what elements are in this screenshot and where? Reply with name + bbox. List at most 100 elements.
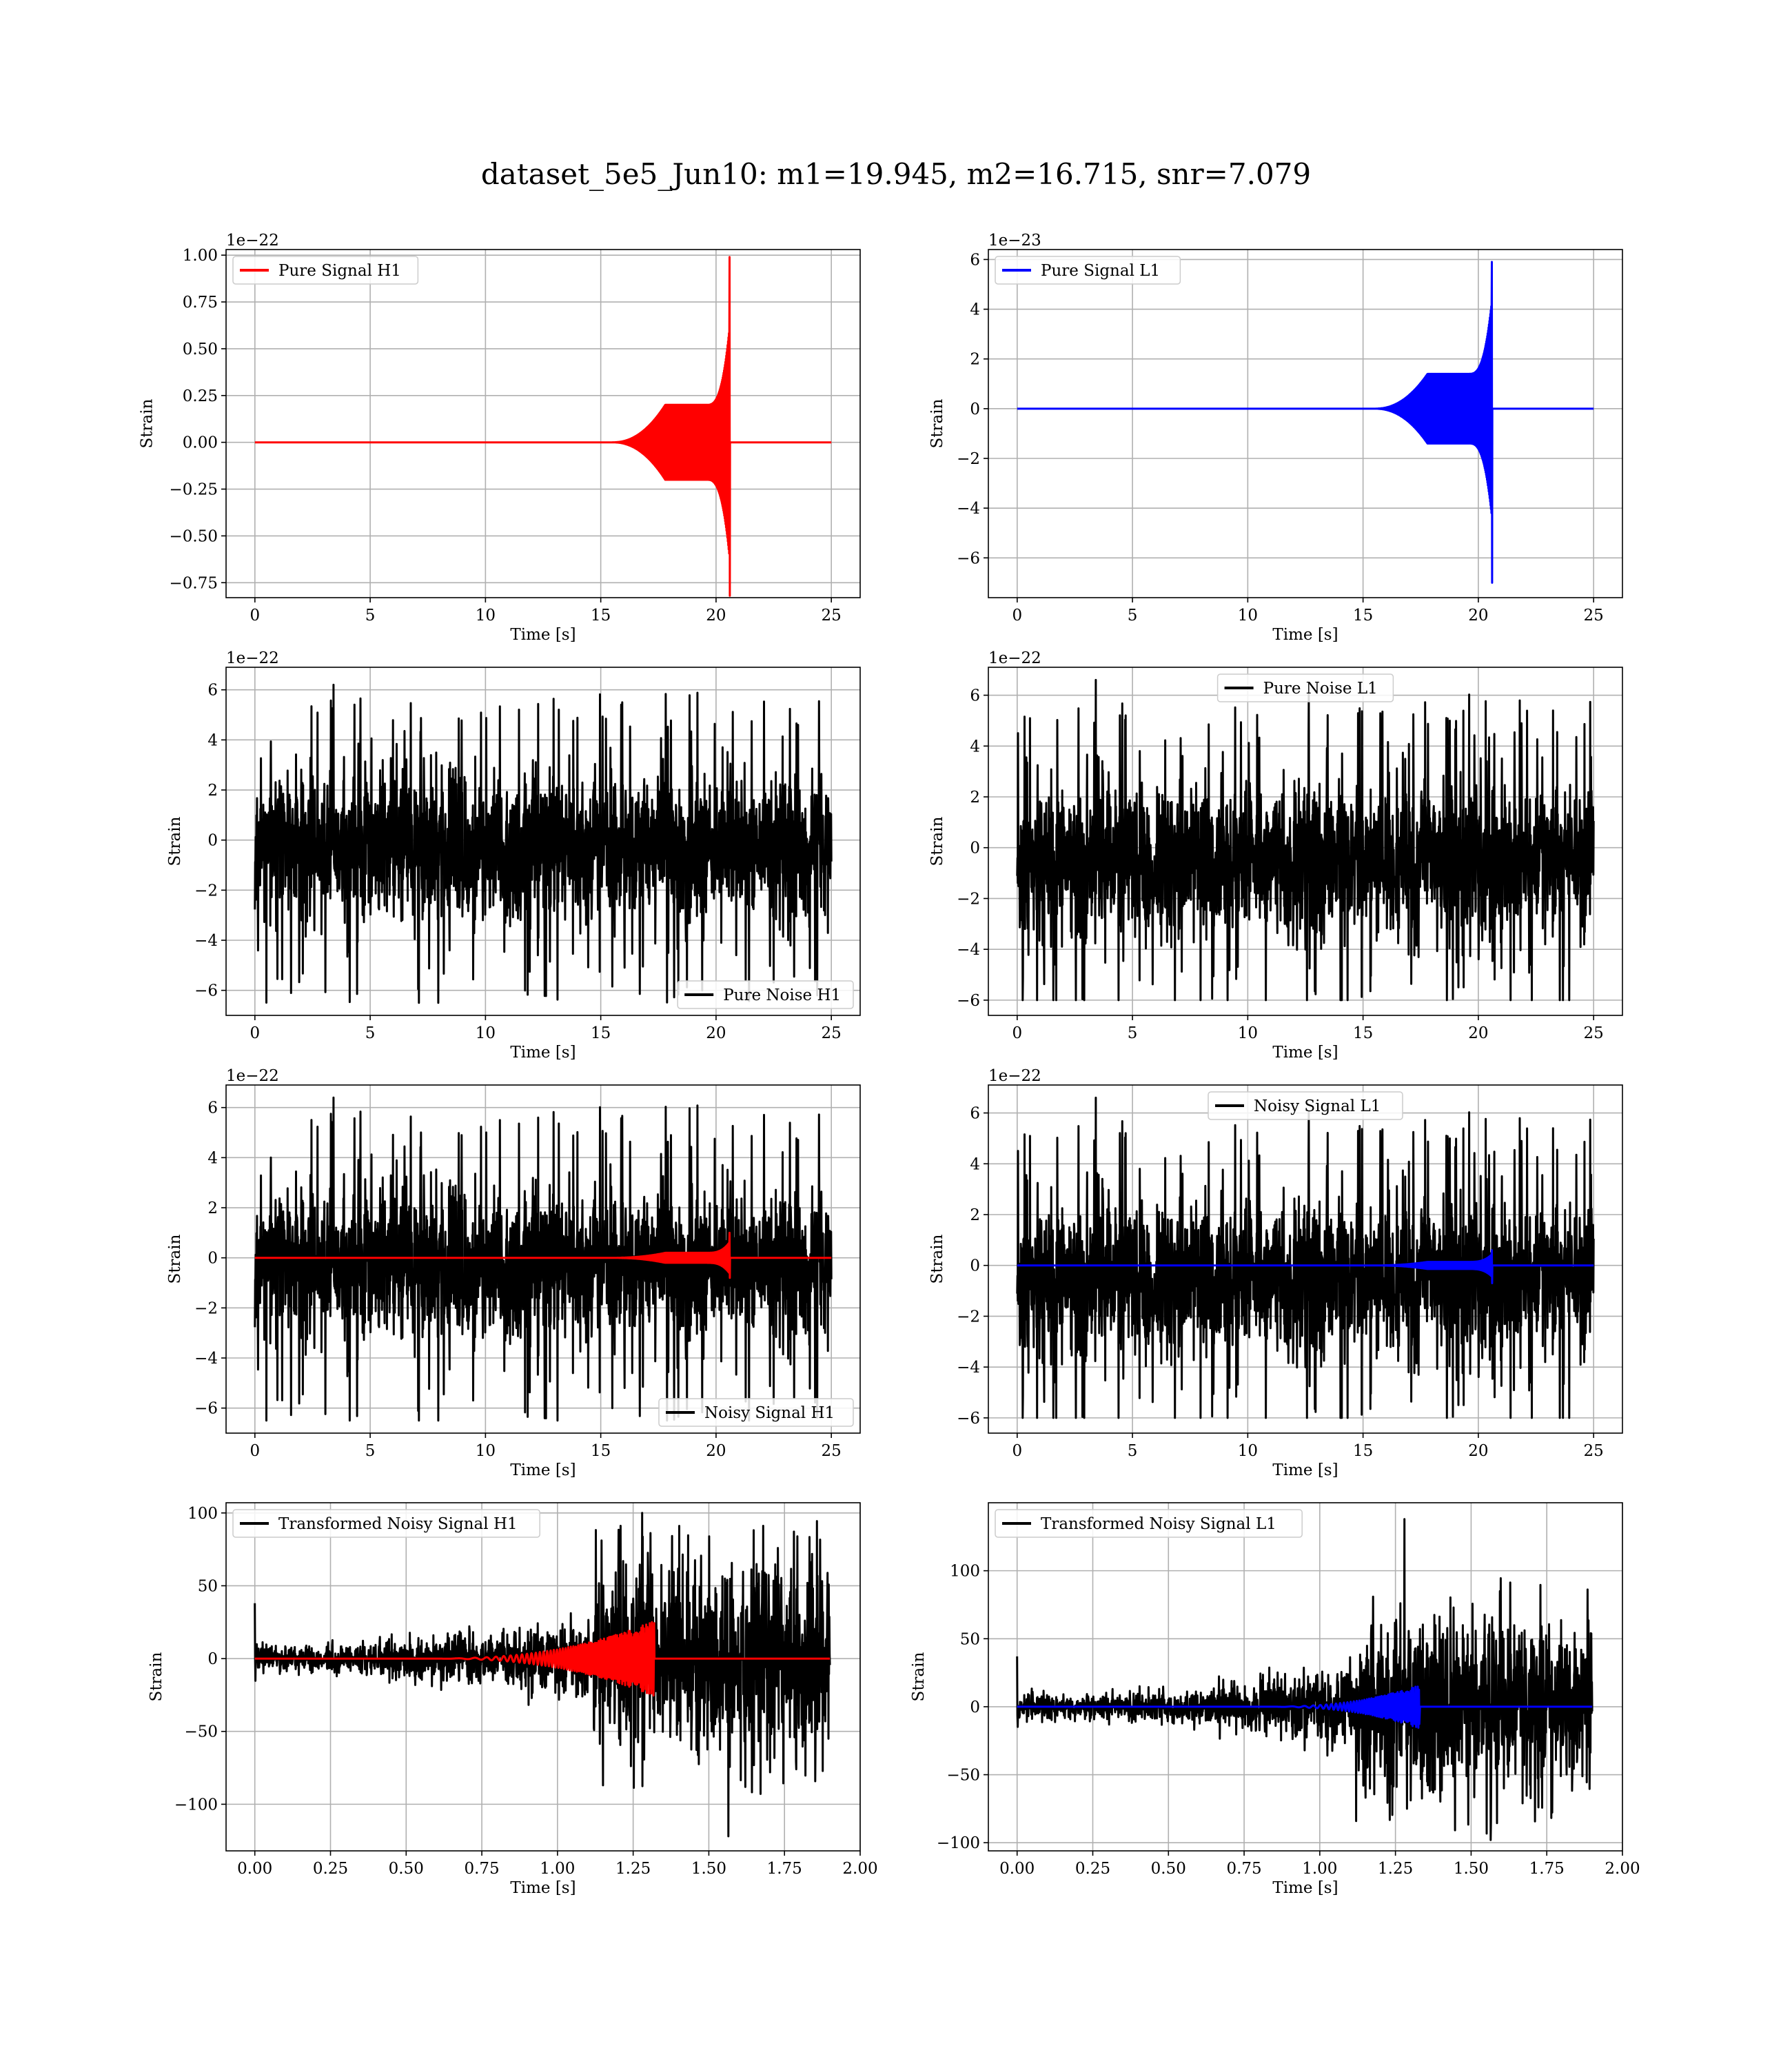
x-tick-label: 0 [1012, 1024, 1022, 1042]
chart-pure-signal-h1: 0 5 10 15 20 25 −0.75 −0.50 −0.25 0.00 0.25 0.50 0.7… [139, 232, 861, 644]
y-tick-label: 50 [960, 1630, 980, 1648]
y-tick-label: 0.50 [183, 341, 218, 358]
y-axis-label: Strain [147, 1652, 165, 1701]
x-tick-label: 25 [1584, 1024, 1604, 1042]
y-tick-label: 2 [970, 789, 980, 807]
legend-label: Pure Signal H1 [278, 262, 401, 280]
legend-label: Pure Noise L1 [1263, 680, 1378, 698]
series-line-1 [1016, 1685, 1594, 1729]
x-tick-label: 0.00 [237, 1860, 272, 1878]
y-tick-label: −50 [184, 1723, 218, 1741]
figure-title: dataset_5e5_Jun10: m1=19.945, m2=16.715,… [480, 157, 1312, 191]
x-tick-label: 1.25 [615, 1860, 651, 1878]
y-tick-label: −100 [937, 1834, 980, 1852]
x-tick-label: 0.50 [1151, 1860, 1186, 1878]
x-tick-label: 0.75 [464, 1860, 499, 1878]
y-tick-label: −4 [194, 1350, 218, 1368]
x-tick-label: 15 [591, 607, 611, 625]
legend: Noisy Signal H1 [658, 1398, 854, 1427]
y-tick-label: −100 [174, 1796, 218, 1814]
x-tick-label: 5 [1128, 1442, 1138, 1460]
offset-text: 1e−22 [988, 1067, 1041, 1085]
x-tick-label: 1.25 [1378, 1860, 1413, 1878]
x-tick-label: 20 [706, 1442, 726, 1460]
y-axis-label: Strain [139, 398, 156, 448]
series-line-0 [254, 256, 833, 597]
x-tick-label: 0 [1012, 1442, 1022, 1460]
y-tick-label: 100 [950, 1563, 980, 1581]
x-tick-label: 1.00 [540, 1860, 575, 1878]
y-tick-label: 2 [970, 1206, 980, 1224]
x-tick-label: 1.50 [1454, 1860, 1489, 1878]
y-tick-label: 50 [198, 1577, 218, 1595]
x-tick-label: 15 [591, 1024, 611, 1042]
x-tick-label: 1.00 [1302, 1860, 1337, 1878]
x-axis-label: Time [s] [1272, 1879, 1338, 1897]
y-axis-label: Strain [928, 1234, 946, 1284]
legend-label: Transformed Noisy Signal L1 [1041, 1515, 1276, 1533]
x-tick-label: 10 [476, 607, 496, 625]
legend-box [232, 256, 419, 285]
x-tick-label: 10 [1238, 1442, 1258, 1460]
series-line-0 [1016, 678, 1595, 1002]
series-line-0 [1016, 1518, 1594, 1841]
x-tick-label: 1.50 [691, 1860, 726, 1878]
legend-box [232, 1509, 540, 1538]
y-tick-label: 0 [207, 832, 218, 850]
legend-box [658, 1398, 854, 1427]
x-tick-label: 5 [365, 1442, 376, 1460]
x-axis-label: Time [s] [510, 1461, 576, 1479]
legend: Noisy Signal L1 [1208, 1091, 1403, 1120]
legend: Transformed Noisy Signal L1 [995, 1509, 1303, 1538]
x-tick-label: 1.75 [1529, 1860, 1565, 1878]
legend-label: Noisy Signal H1 [704, 1404, 835, 1422]
x-tick-label: 0 [250, 1024, 260, 1042]
y-tick-label: −6 [957, 992, 980, 1010]
plot-area [254, 256, 833, 597]
y-tick-label: 4 [207, 731, 218, 749]
y-tick-label: 0 [970, 1699, 980, 1716]
y-tick-label: −4 [957, 1359, 980, 1377]
chart-noisy-signal-h1: 0 5 10 15 20 25 −6 −4 −2 0 2 4 6 Time [s] Strain 1e−22 N… [166, 1067, 861, 1479]
legend: Transformed Noisy Signal H1 [232, 1509, 540, 1538]
plot-area [254, 1512, 831, 1838]
axes-frame [225, 667, 861, 1016]
legend-label: Transformed Noisy Signal H1 [278, 1515, 518, 1533]
y-tick-label: −2 [194, 882, 218, 900]
legend-box [1216, 673, 1394, 702]
x-tick-label: 0 [1012, 607, 1022, 625]
y-tick-label: −2 [957, 1308, 980, 1326]
y-tick-label: 0 [207, 1650, 218, 1668]
x-axis-label: Time [s] [510, 626, 576, 644]
y-tick-label: 0 [970, 401, 980, 418]
chart-transformed-noisy-signal-l1: 0.00 0.25 0.50 0.75 1.00 1.25 1.50 1.75 2.00 −100… [910, 1502, 1640, 1897]
offset-text: 1e−22 [226, 649, 279, 667]
x-tick-label: 25 [822, 607, 842, 625]
axes-frame [988, 1502, 1623, 1852]
y-tick-label: 1.00 [183, 247, 218, 265]
y-tick-label: 100 [187, 1505, 218, 1523]
y-tick-label: −0.50 [170, 527, 218, 545]
axes-frame [225, 249, 861, 598]
x-tick-label: 10 [476, 1024, 496, 1042]
x-tick-label: 0.25 [313, 1860, 348, 1878]
y-tick-label: 2 [970, 351, 980, 369]
x-tick-label: 20 [1468, 607, 1488, 625]
y-tick-label: −0.75 [170, 574, 218, 592]
x-tick-label: 20 [1468, 1442, 1488, 1460]
series-line-0 [254, 1512, 831, 1838]
y-axis-label: Strain [928, 398, 946, 448]
y-tick-label: −2 [957, 450, 980, 468]
series-line-0 [1016, 1096, 1595, 1419]
x-tick-label: 0.00 [999, 1860, 1035, 1878]
x-tick-label: 1.75 [767, 1860, 802, 1878]
y-axis-label: Strain [928, 816, 946, 866]
x-tick-label: 15 [1353, 607, 1373, 625]
y-axis-label: Strain [166, 1234, 184, 1284]
chart-pure-noise-l1: 0 5 10 15 20 25 −6 −4 −2 0 2 4 6 Time [s] Strain 1e−22 P… [928, 649, 1623, 1062]
plot-area [1016, 261, 1595, 584]
x-axis-label: Time [s] [1272, 1461, 1338, 1479]
plot-area [1016, 678, 1595, 1002]
chart-noisy-signal-l1: 0 5 10 15 20 25 −6 −4 −2 0 2 4 6 Time [s] Strain 1e−22 N… [928, 1067, 1623, 1479]
x-tick-label: 20 [1468, 1024, 1488, 1042]
